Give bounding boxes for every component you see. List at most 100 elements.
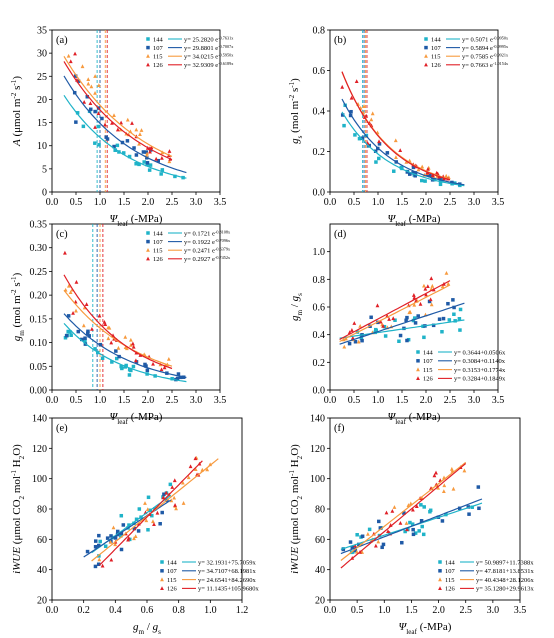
data-point-115 [444, 270, 449, 275]
data-point-144 [408, 520, 412, 525]
data-point-144 [355, 533, 359, 537]
data-point-126 [429, 276, 434, 281]
data-point-144 [119, 364, 123, 369]
data-point-107 [360, 534, 365, 539]
legend-label-126: 126 [431, 62, 442, 69]
panel-label: (c) [56, 229, 68, 240]
data-point-115 [440, 284, 445, 289]
data-point-126 [172, 478, 177, 483]
data-point-107 [428, 173, 432, 178]
data-point-126 [148, 149, 152, 154]
data-point-107 [367, 143, 371, 148]
data-point-126 [63, 250, 67, 255]
data-point-107 [385, 151, 390, 155]
legend-marker-144 [160, 560, 164, 564]
legend-equation-144: y= 0.5071 e-0.9950x [462, 35, 509, 44]
y-tick-label: 0.25 [30, 267, 48, 278]
legend-label-107: 107 [423, 358, 434, 365]
data-point-126 [164, 490, 169, 495]
data-point-126 [354, 79, 359, 84]
x-tick-label: 3.5 [214, 197, 227, 208]
y-axis-label: iWUE (μmol CO2 mol-1 H2O) [288, 444, 304, 574]
data-point-107 [411, 527, 415, 532]
data-point-144 [132, 521, 136, 526]
legend-label-115: 115 [431, 54, 441, 61]
legend-equation-144: y= 32.1931+75.7059x [198, 559, 256, 566]
y-tick-label: 0 [42, 188, 47, 199]
data-point-126 [391, 316, 396, 321]
data-point-107 [476, 485, 481, 489]
y-tick-label: 0.0 [313, 188, 326, 199]
data-point-115 [137, 141, 141, 146]
data-point-115 [370, 111, 375, 116]
scatter-points [66, 51, 185, 180]
legend-equation-107: y= 0.1922 e-0.7096x [184, 237, 231, 246]
legend-equation-144: y= 0.1721 e-0.8108x [184, 229, 231, 238]
data-point-126 [90, 326, 94, 331]
fit-line-107 [340, 498, 483, 555]
fit-line-107 [341, 98, 465, 186]
data-point-144 [69, 333, 73, 337]
legend-marker-115 [160, 577, 164, 582]
data-point-126 [88, 101, 93, 106]
legend-marker-115 [146, 248, 150, 252]
data-point-107 [413, 171, 418, 175]
data-point-144 [150, 513, 154, 518]
x-tick-label: 0.0 [46, 197, 59, 208]
data-point-115 [66, 53, 71, 58]
legend-label-144: 144 [153, 36, 164, 43]
data-point-107 [132, 146, 136, 150]
x-tick-label: 3.5 [214, 395, 227, 406]
data-point-126 [103, 322, 108, 326]
data-point-144 [470, 505, 474, 509]
x-tick-label: 1.0 [204, 605, 217, 616]
data-point-144 [93, 141, 97, 145]
data-point-144 [113, 148, 117, 153]
panel-label: (d) [334, 229, 347, 240]
x-axis-label: Ψleaf (-MPa) [388, 213, 441, 228]
fit-line-126 [63, 61, 173, 161]
x-tick-label: 1.5 [396, 197, 409, 208]
panel-label: (a) [56, 35, 68, 46]
legend-equation-144: y= 50.9897+11.7388x [476, 559, 534, 566]
data-point-115 [144, 518, 149, 523]
data-point-107 [466, 505, 471, 509]
data-point-126 [110, 120, 114, 125]
x-tick-label: 1.0 [372, 197, 385, 208]
legend-equation-126: y= 0.2927 e-0.7452x [184, 255, 231, 264]
data-point-126 [405, 527, 409, 532]
data-point-107 [341, 547, 346, 552]
fit-line-126 [340, 463, 467, 569]
data-point-115 [205, 467, 210, 472]
legend-marker-107 [438, 569, 442, 573]
legend-equation-126: y= 35.1280+29.9613x [476, 586, 534, 593]
data-point-144 [147, 168, 152, 172]
data-point-115 [89, 84, 94, 89]
plot-frame [51, 29, 221, 193]
legend-label-107: 107 [445, 568, 456, 575]
data-point-107 [413, 173, 417, 178]
data-point-107 [105, 536, 110, 540]
data-point-107 [419, 518, 424, 523]
data-point-126 [432, 473, 437, 478]
legend-equation-115: y= 24.6541+84.2690x [198, 577, 256, 584]
data-point-126 [414, 504, 419, 508]
data-point-126 [398, 520, 403, 525]
data-point-144 [114, 356, 119, 361]
data-point-107 [373, 149, 378, 153]
legend-label-126: 126 [153, 256, 164, 263]
data-point-144 [420, 178, 424, 183]
data-point-107 [158, 521, 162, 526]
data-point-144 [127, 373, 132, 377]
data-point-126 [375, 303, 380, 308]
x-tick-label: 2.0 [142, 395, 155, 406]
legend-label-126: 126 [167, 586, 178, 593]
data-point-107 [136, 529, 141, 533]
data-point-115 [393, 138, 398, 143]
data-point-107 [132, 526, 137, 531]
data-point-107 [156, 158, 160, 163]
x-tick-label: 3.0 [468, 395, 481, 406]
data-point-126 [384, 510, 389, 515]
data-point-115 [97, 557, 102, 562]
